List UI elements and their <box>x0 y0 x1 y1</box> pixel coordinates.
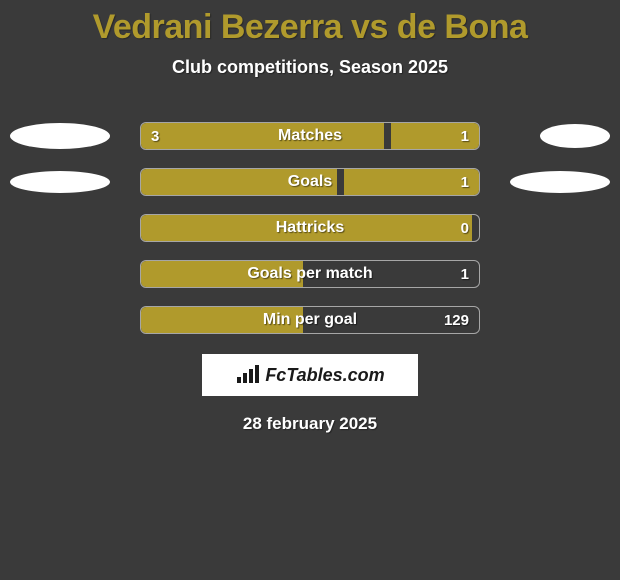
page-title: Vedrani Bezerra vs de Bona <box>0 8 620 47</box>
bar-track: Min per goal129 <box>140 306 480 334</box>
bars-icon <box>235 365 261 385</box>
comparison-row: Min per goal129 <box>0 304 620 336</box>
player-right-ellipse <box>510 171 610 193</box>
logo-box: FcTables.com <box>202 354 418 396</box>
bar-track: Goals1 <box>140 168 480 196</box>
bar-track: Hattricks0 <box>140 214 480 242</box>
comparison-rows: 3Matches1Goals1Hattricks0Goals per match… <box>0 120 620 336</box>
bar-value-right: 1 <box>461 169 469 195</box>
bar-label: Goals per match <box>141 261 479 287</box>
logo-text: FcTables.com <box>265 365 384 386</box>
logo: FcTables.com <box>235 365 384 386</box>
bar-value-right: 0 <box>461 215 469 241</box>
comparison-row: 3Matches1 <box>0 120 620 152</box>
player-right-ellipse <box>540 124 610 148</box>
comparison-row: Goals per match1 <box>0 258 620 290</box>
bar-label: Matches <box>141 123 479 149</box>
comparison-row: Goals1 <box>0 166 620 198</box>
comparison-row: Hattricks0 <box>0 212 620 244</box>
date-text: 28 february 2025 <box>0 414 620 434</box>
bar-label: Goals <box>141 169 479 195</box>
subtitle: Club competitions, Season 2025 <box>0 57 620 78</box>
bar-value-right: 1 <box>461 261 469 287</box>
bar-track: 3Matches1 <box>140 122 480 150</box>
bar-label: Hattricks <box>141 215 479 241</box>
player-left-ellipse <box>10 171 110 193</box>
bar-value-right: 129 <box>444 307 469 333</box>
player-left-ellipse <box>10 123 110 149</box>
comparison-infographic: Vedrani Bezerra vs de Bona Club competit… <box>0 0 620 580</box>
bar-track: Goals per match1 <box>140 260 480 288</box>
bar-value-right: 1 <box>461 123 469 149</box>
bar-label: Min per goal <box>141 307 479 333</box>
